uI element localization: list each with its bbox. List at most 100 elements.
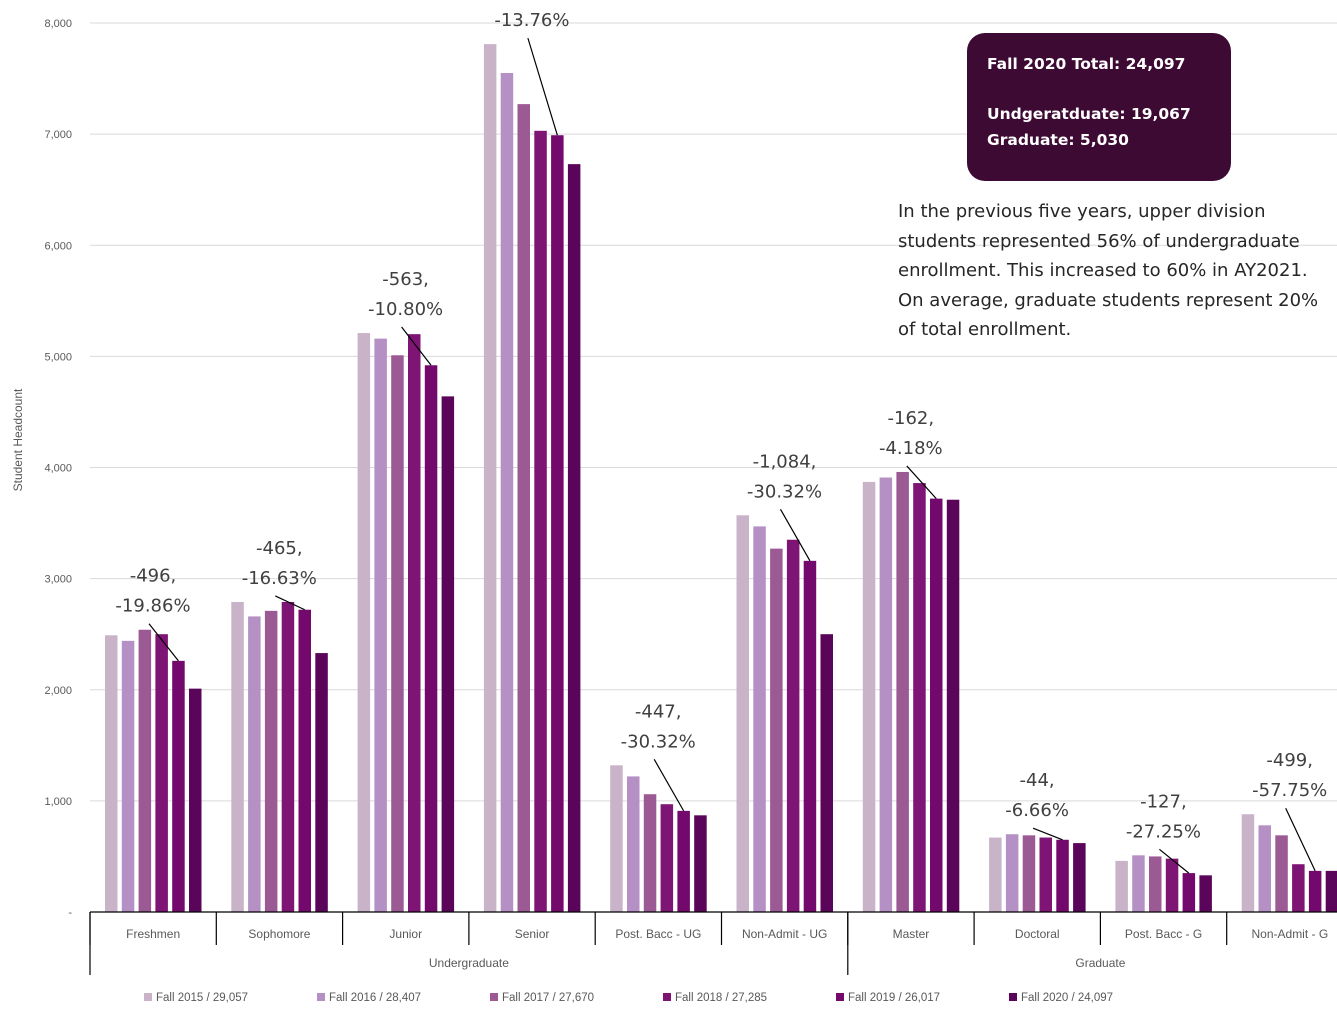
bar bbox=[896, 471, 909, 912]
legend-swatch bbox=[836, 993, 844, 1001]
category-label: Senior bbox=[515, 927, 550, 941]
enrollment-note: In the previous five years, upper divisi… bbox=[898, 201, 1319, 340]
y-tick-label: 7,000 bbox=[44, 129, 72, 141]
legend-swatch bbox=[317, 993, 325, 1001]
legend-label: Fall 2019 / 26,017 bbox=[848, 992, 940, 1004]
x-axis: Freshmen Sophomore Junior Senior Post. Bacc … bbox=[89, 911, 1337, 975]
bar bbox=[264, 610, 278, 912]
bar bbox=[231, 601, 244, 912]
category-label: Post. Bacc - G bbox=[1125, 927, 1202, 941]
bar bbox=[879, 477, 893, 912]
bar bbox=[281, 601, 295, 912]
annotation-change: -563, bbox=[382, 269, 429, 290]
legend-swatch bbox=[490, 993, 498, 1001]
category-label: Post. Bacc - UG bbox=[615, 927, 701, 941]
annotation-percent: -4.18% bbox=[879, 438, 943, 459]
legend: Fall 2015 / 29,057 Fall 2016 / 28,407 Fall… bbox=[144, 992, 1113, 1004]
annotation-percent: -30.32% bbox=[621, 731, 696, 752]
annotation-leader bbox=[148, 623, 179, 662]
undergraduate-total-label: Undgeratduate: 19,067 bbox=[987, 105, 1191, 123]
category-label: Non-Admit - G bbox=[1252, 927, 1329, 941]
bar bbox=[770, 548, 783, 912]
category-label: Master bbox=[893, 927, 930, 941]
annotation-change: -496, bbox=[130, 566, 177, 587]
bar bbox=[567, 164, 581, 912]
bar bbox=[1275, 835, 1288, 912]
bar bbox=[500, 73, 514, 913]
bar bbox=[803, 560, 817, 912]
annotation-percent: -6.66% bbox=[1005, 800, 1069, 821]
y-tick-label: 8,000 bbox=[44, 18, 72, 30]
annotation-change: -1,084, bbox=[753, 451, 817, 472]
annotation-change: -127, bbox=[1140, 791, 1187, 812]
bar bbox=[1073, 843, 1086, 912]
legend-label: Fall 2015 / 29,057 bbox=[156, 992, 248, 1004]
bar bbox=[298, 609, 311, 912]
y-tick-label: 5,000 bbox=[44, 351, 72, 363]
bar bbox=[391, 355, 404, 912]
bar bbox=[660, 804, 674, 912]
annotation-percent: -57.75% bbox=[1252, 780, 1327, 801]
bars bbox=[105, 44, 1337, 913]
bar bbox=[138, 629, 152, 912]
annotation-percent: -16.63% bbox=[242, 568, 317, 589]
bar bbox=[551, 135, 564, 912]
bar bbox=[989, 837, 1002, 912]
y-axis: - 1,000 2,000 3,000 4,000 5,000 6,000 7,000 8,00… bbox=[44, 18, 72, 919]
bar bbox=[517, 104, 530, 913]
annotation-change: -465, bbox=[256, 538, 303, 559]
bar bbox=[1005, 834, 1019, 912]
category-label: Non-Admit - UG bbox=[742, 927, 827, 941]
y-tick-label: 3,000 bbox=[44, 574, 72, 586]
bar bbox=[643, 794, 657, 912]
bar bbox=[248, 616, 261, 912]
bar bbox=[483, 44, 497, 912]
bar bbox=[172, 660, 185, 912]
category-label: Doctoral bbox=[1015, 927, 1060, 941]
annotation-percent: -13.76% bbox=[494, 10, 569, 31]
bar bbox=[408, 334, 421, 912]
annotation-change: -1,073, bbox=[500, 0, 564, 1]
bar bbox=[1258, 825, 1271, 912]
legend-swatch bbox=[1009, 993, 1017, 1001]
annotation-percent: -27.25% bbox=[1126, 821, 1201, 842]
bar bbox=[315, 653, 328, 912]
bar bbox=[1056, 839, 1069, 912]
annotation-change: -44, bbox=[1020, 770, 1055, 791]
bar bbox=[121, 640, 135, 912]
group-label: Graduate bbox=[1075, 956, 1125, 970]
bar bbox=[627, 776, 640, 912]
change-annotations: -496, -19.86% -465, -16.63% -563, -10.80% -1,0… bbox=[115, 0, 1327, 874]
annotation-percent: -30.32% bbox=[747, 481, 822, 502]
annotation-leader bbox=[653, 759, 685, 812]
bar bbox=[1308, 870, 1322, 912]
bar bbox=[946, 499, 960, 912]
gridlines bbox=[90, 22, 1337, 802]
graduate-total-label: Graduate: 5,030 bbox=[987, 131, 1129, 149]
bar bbox=[1292, 864, 1305, 912]
annotation-change: -162, bbox=[888, 408, 935, 429]
bar bbox=[357, 333, 371, 912]
category-label: Sophomore bbox=[248, 927, 310, 941]
bar bbox=[862, 481, 876, 912]
bar bbox=[1149, 856, 1162, 912]
y-tick-label: 6,000 bbox=[44, 240, 72, 252]
legend-swatch bbox=[663, 993, 671, 1001]
annotation-leader bbox=[906, 465, 937, 500]
bar bbox=[930, 498, 943, 912]
annotation-change: -499, bbox=[1266, 750, 1313, 771]
bar bbox=[694, 815, 707, 912]
bar bbox=[913, 483, 926, 912]
annotation-leader bbox=[275, 595, 306, 611]
bar bbox=[155, 634, 168, 912]
annotation-leader bbox=[527, 37, 558, 136]
bar bbox=[786, 539, 800, 912]
legend-swatch bbox=[144, 993, 152, 1001]
category-label: Junior bbox=[389, 927, 422, 941]
annotation-leader bbox=[779, 508, 811, 562]
group-label: Undergraduate bbox=[429, 956, 509, 970]
annotation-leader bbox=[1159, 848, 1190, 874]
bar bbox=[1165, 858, 1179, 912]
bar bbox=[189, 688, 202, 912]
bar bbox=[736, 515, 749, 912]
